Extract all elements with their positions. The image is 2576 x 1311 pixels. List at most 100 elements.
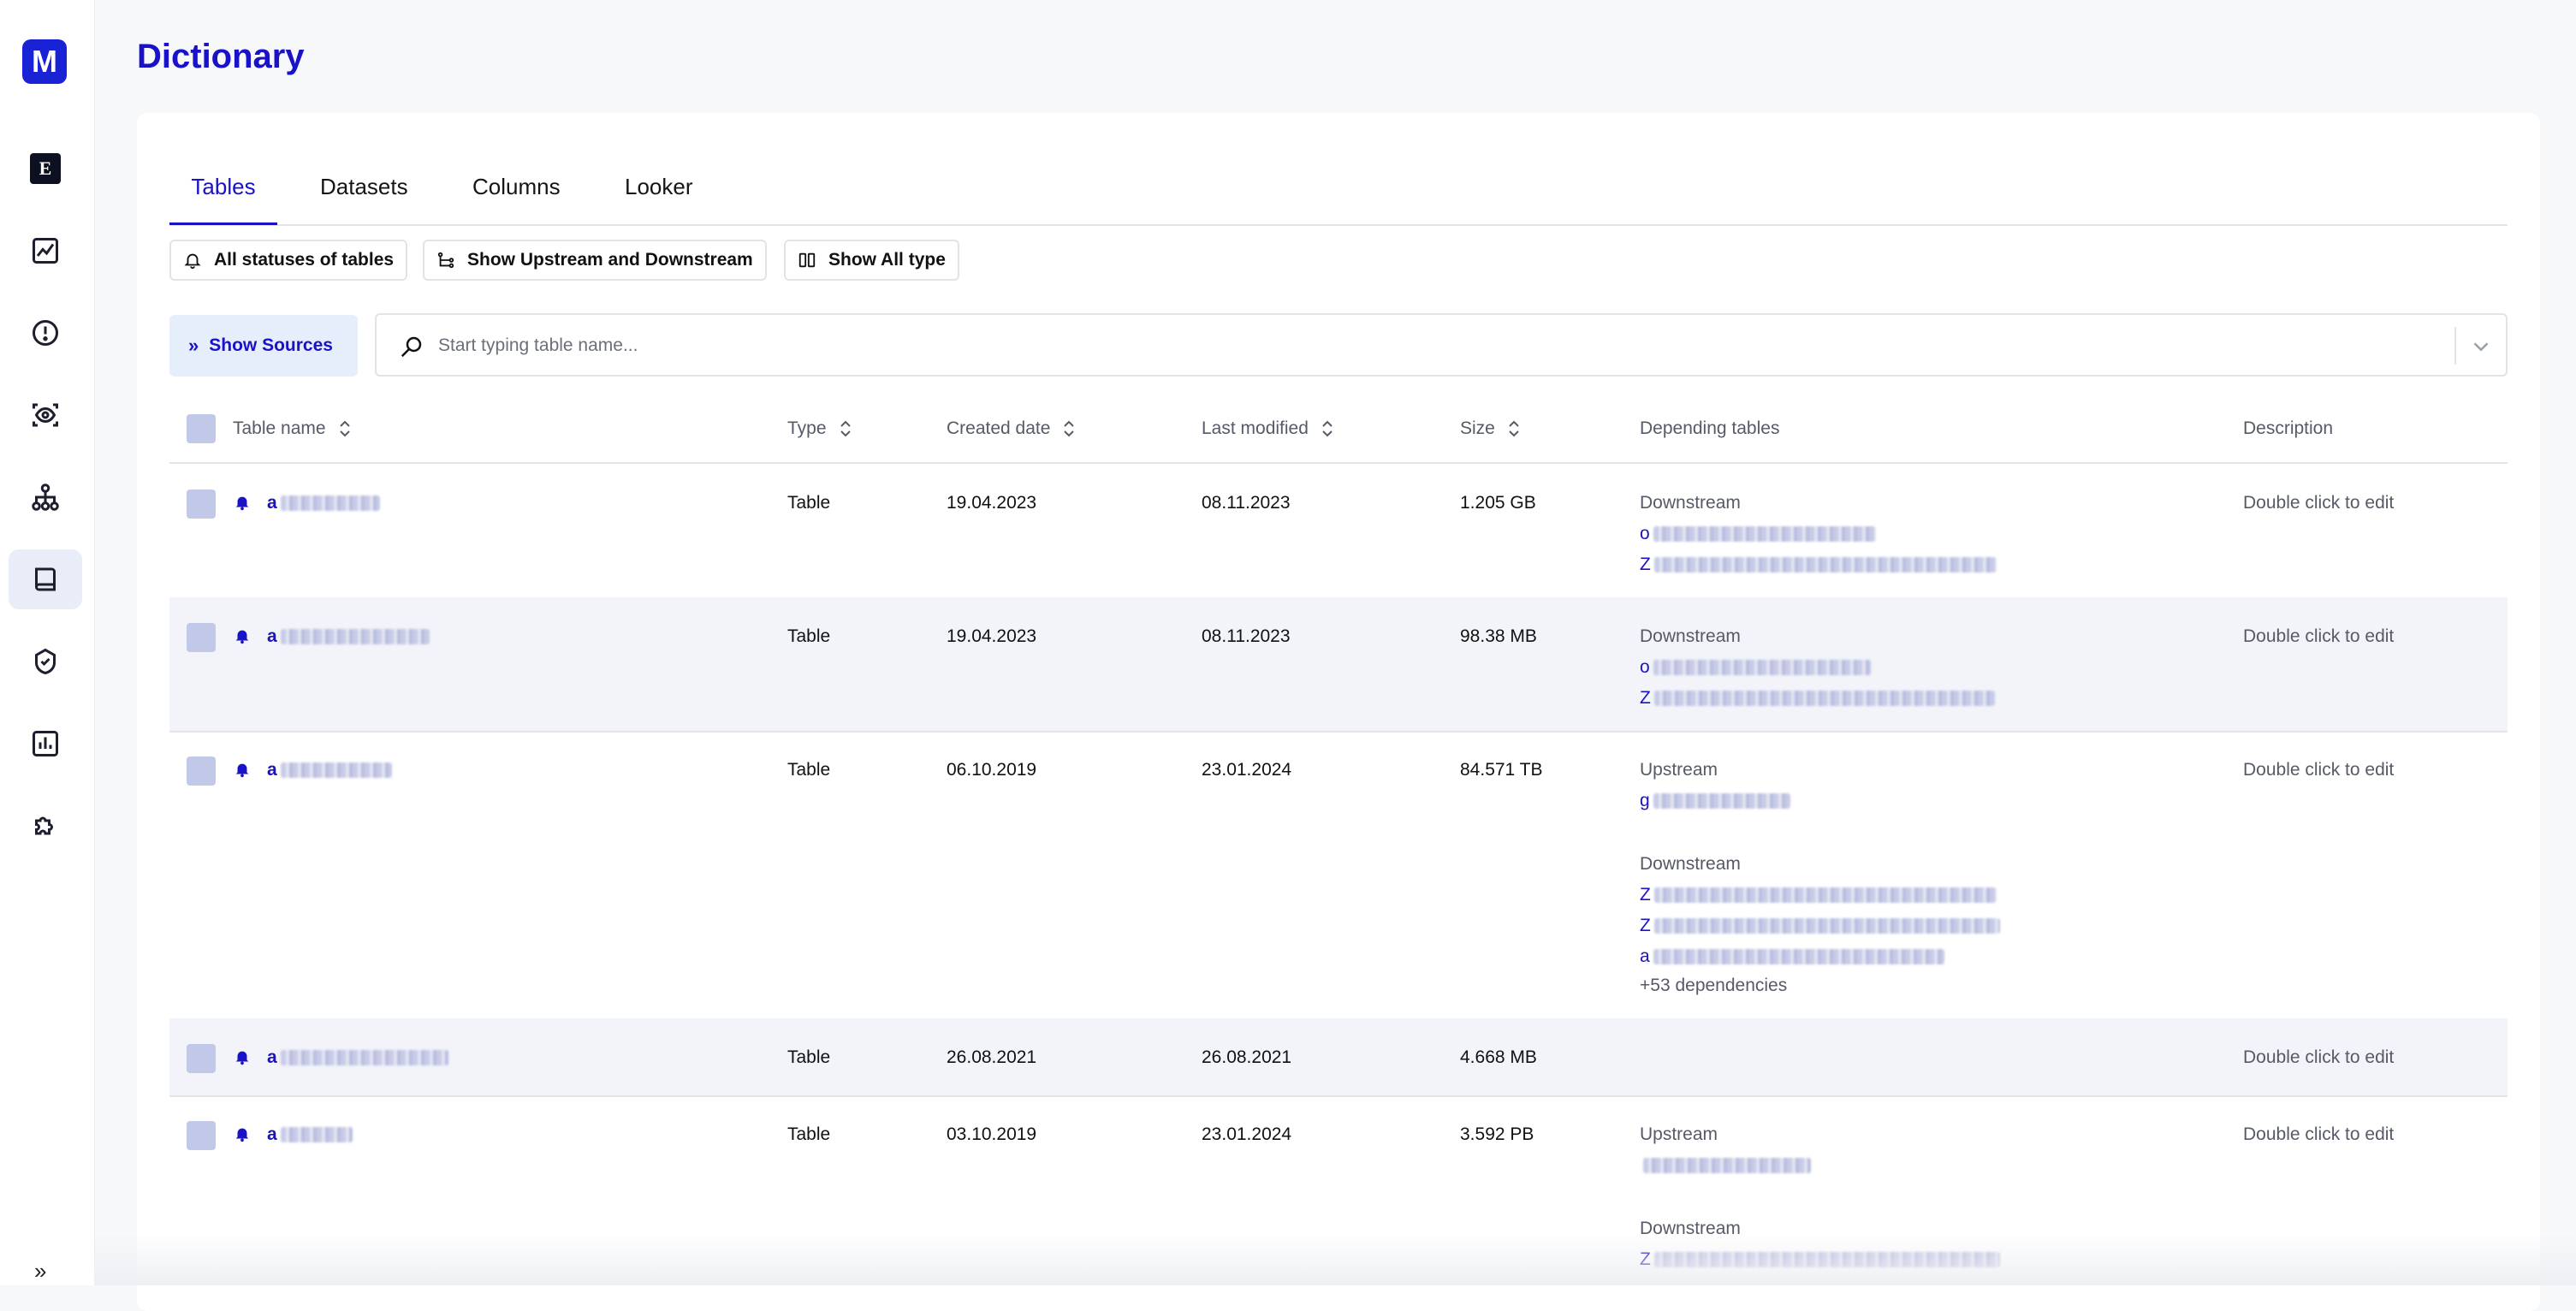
alarm-bell-icon	[235, 1128, 249, 1142]
row-created: 19.04.2023	[947, 493, 1037, 513]
row-checkbox[interactable]	[187, 1121, 216, 1150]
dependency-link[interactable]: Z	[1640, 555, 1997, 575]
show-sources-button[interactable]: » Show Sources	[169, 315, 358, 377]
table-row[interactable]: a Table 19.04.2023 08.11.2023 98.38 MB D…	[169, 597, 2508, 733]
book-icon	[35, 567, 56, 591]
header-created-label: Created date	[947, 418, 1051, 438]
table-row[interactable]: a Table 06.10.2019 23.01.2024 84.571 TB …	[169, 731, 2508, 1020]
description-editable[interactable]: Double click to edit	[2243, 1124, 2395, 1144]
double-chevron-right-icon: »	[188, 335, 199, 356]
header-created[interactable]: Created date	[947, 395, 1076, 462]
table-row[interactable]: a Table 26.08.2021 26.08.2021 4.668 MB D…	[169, 1018, 2508, 1097]
sidebar-item-e[interactable]: E	[9, 139, 82, 199]
tab-bar: Tables Datasets Columns Looker	[169, 151, 2508, 226]
row-size: 84.571 TB	[1460, 760, 1543, 780]
description-editable[interactable]: Double click to edit	[2243, 760, 2395, 780]
row-type: Table	[787, 1124, 831, 1144]
show-sources-label: Show Sources	[209, 335, 333, 355]
tab-tables[interactable]: Tables	[169, 151, 277, 225]
table-header: Table name Type Created date Last modifi…	[169, 395, 2508, 464]
sidebar-item-quality[interactable]	[9, 632, 82, 691]
hierarchy-icon	[32, 483, 59, 511]
dependency-link[interactable]: Z	[1640, 885, 1997, 905]
sidebar-item-lineage[interactable]	[9, 467, 82, 527]
upstream-label: Upstream	[1640, 760, 1718, 780]
dependency-link[interactable]: g	[1640, 791, 1790, 811]
tab-datasets[interactable]: Datasets	[320, 173, 408, 199]
row-created: 03.10.2019	[947, 1124, 1037, 1144]
stream-filter-label: Show Upstream and Downstream	[467, 250, 753, 270]
row-checkbox[interactable]	[187, 489, 216, 519]
statuses-filter-button[interactable]: All statuses of tables	[169, 240, 408, 281]
downstream-label: Downstream	[1640, 854, 1741, 874]
dependency-link[interactable]: Z	[1640, 688, 1995, 709]
dependency-link[interactable]: a	[1640, 946, 1944, 967]
alarm-bell-icon	[235, 763, 249, 778]
header-table-name[interactable]: Table name	[233, 395, 352, 462]
row-type: Table	[787, 1047, 831, 1067]
alert-icon	[33, 320, 58, 346]
downstream-label: Downstream	[1640, 626, 1741, 646]
row-size: 4.668 MB	[1460, 1047, 1537, 1067]
sort-icon	[1064, 420, 1075, 437]
row-size: 1.205 GB	[1460, 493, 1536, 513]
eye-scan-icon	[33, 403, 58, 427]
description-editable[interactable]: Double click to edit	[2243, 1047, 2395, 1067]
description-editable[interactable]: Double click to edit	[2243, 493, 2395, 513]
dependency-link[interactable]	[1640, 1155, 1811, 1176]
dependency-link[interactable]: Z	[1640, 916, 2000, 936]
lineage-icon	[437, 252, 454, 269]
row-checkbox[interactable]	[187, 756, 216, 786]
table-name-link[interactable]: a	[267, 760, 392, 780]
row-created: 19.04.2023	[947, 626, 1037, 646]
chevron-down-icon[interactable]	[2468, 334, 2494, 359]
type-filter-button[interactable]: Show All type	[784, 240, 959, 281]
search-input[interactable]	[436, 329, 2408, 363]
sidebar-item-alerts[interactable]	[9, 303, 82, 363]
row-type: Table	[787, 493, 831, 513]
alarm-bell-icon	[235, 1051, 249, 1065]
expand-sidebar-button[interactable]: »	[34, 1258, 47, 1284]
puzzle-icon	[35, 816, 53, 835]
sort-icon	[840, 420, 851, 437]
table-name-link[interactable]: a	[267, 1047, 448, 1068]
tab-columns[interactable]: Columns	[472, 173, 561, 199]
sort-icon	[1509, 420, 1519, 437]
sidebar-item-integrations[interactable]	[9, 796, 82, 856]
dependency-link[interactable]: o	[1640, 524, 1876, 544]
row-checkbox[interactable]	[187, 1044, 216, 1073]
row-checkbox[interactable]	[187, 623, 216, 652]
tab-looker[interactable]: Looker	[625, 173, 693, 199]
search-box[interactable]	[375, 313, 2508, 377]
row-type: Table	[787, 626, 831, 646]
row-modified: 08.11.2023	[1202, 493, 1291, 513]
sidebar-item-observe[interactable]	[9, 385, 82, 445]
more-dependencies-link[interactable]: +53 dependencies	[1640, 976, 1788, 995]
table-name-link[interactable]: a	[267, 1124, 353, 1145]
sidebar-item-reports[interactable]	[9, 714, 82, 774]
select-all-checkbox[interactable]	[187, 414, 216, 443]
app-logo[interactable]: M	[22, 39, 67, 84]
sidebar: M E »	[0, 0, 95, 1285]
shield-check-icon	[35, 648, 56, 675]
sidebar-item-dictionary[interactable]	[9, 549, 82, 609]
table-name-link[interactable]: a	[267, 626, 430, 647]
header-type-label: Type	[787, 418, 827, 438]
description-editable[interactable]: Double click to edit	[2243, 626, 2395, 646]
header-type[interactable]: Type	[787, 395, 852, 462]
page-title: Dictionary	[137, 38, 305, 75]
stream-filter-button[interactable]: Show Upstream and Downstream	[423, 240, 767, 281]
header-size[interactable]: Size	[1460, 395, 1521, 462]
sidebar-item-charts[interactable]	[9, 221, 82, 281]
dictionary-card: Tables Datasets Columns Looker All statu…	[137, 113, 2540, 1311]
row-size: 98.38 MB	[1460, 626, 1537, 646]
sort-icon	[339, 420, 350, 437]
row-type: Table	[787, 760, 831, 780]
header-modified-label: Last modified	[1202, 418, 1309, 438]
alarm-bell-icon	[235, 496, 249, 511]
header-modified[interactable]: Last modified	[1202, 395, 1334, 462]
scroll-fade	[94, 1232, 2576, 1285]
dependency-link[interactable]: o	[1640, 657, 1871, 678]
table-row[interactable]: a Table 19.04.2023 08.11.2023 1.205 GB D…	[169, 464, 2508, 599]
table-name-link[interactable]: a	[267, 493, 380, 513]
